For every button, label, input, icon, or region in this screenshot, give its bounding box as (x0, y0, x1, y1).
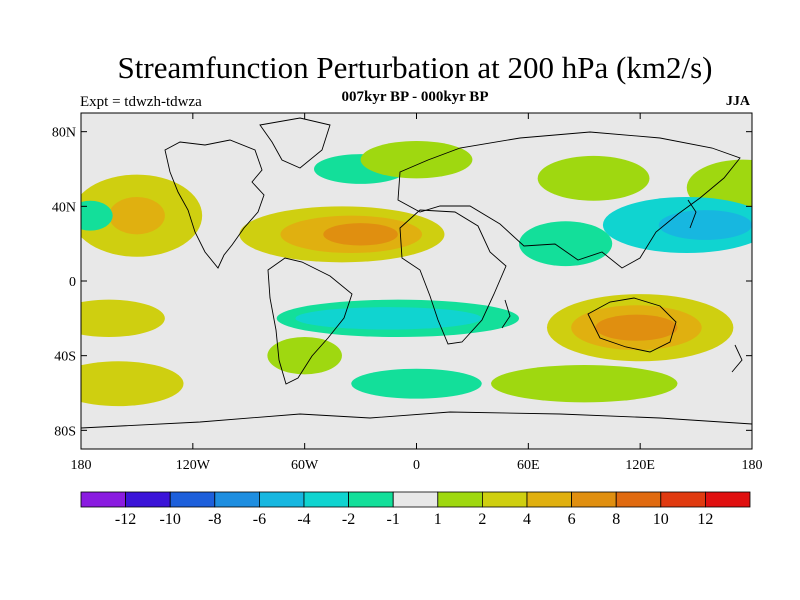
x-axis: 180 120W 60W 0 60E 120E 180 (71, 113, 763, 473)
x-tick-label: 120E (625, 458, 655, 473)
colorbar-label: 2 (478, 511, 486, 528)
colorbar-label: 10 (653, 511, 669, 528)
field-blob (658, 210, 752, 240)
colorbar-label: -1 (387, 511, 400, 528)
field-blob (81, 200, 113, 231)
coast-new-zealand (731, 344, 743, 373)
colorbar-swatch (481, 491, 528, 508)
field-blob (267, 337, 342, 375)
chart-title: Streamfunction Perturbation at 200 hPa (… (117, 50, 713, 85)
coast-eurasia (397, 131, 741, 269)
colorbar-label: -8 (208, 511, 221, 528)
colorbar-swatch (392, 491, 439, 508)
y-tick-label: 80S (54, 424, 76, 439)
field-blob (81, 299, 165, 337)
y-axis: 80N 40N 0 40S 80S (52, 126, 752, 439)
field-blob (360, 141, 473, 179)
y-tick-label: 80N (52, 126, 76, 141)
colorbar-swatch (615, 491, 662, 508)
field-blob (81, 361, 184, 407)
field-blob (108, 197, 165, 235)
coast-japan (687, 199, 697, 229)
colorbar-label: -10 (160, 511, 181, 528)
colorbar: -12 -10 -8 -6 -4 -2 -1 1 2 4 6 8 10 12 (80, 491, 751, 528)
field-blob (323, 223, 398, 246)
colorbar-swatch (80, 491, 126, 508)
coast-australia (587, 297, 677, 353)
colorbar-swatch (526, 491, 572, 508)
field-blob (595, 314, 678, 341)
streamfunction-field (81, 141, 752, 407)
x-tick-label: 0 (413, 458, 420, 473)
field-blob (519, 221, 613, 267)
colorbar-swatch (705, 491, 751, 508)
colorbar-label: 1 (434, 511, 442, 528)
coast-africa (399, 209, 507, 345)
y-tick-label: 0 (69, 275, 76, 290)
colorbar-swatch (571, 491, 617, 508)
x-tick-label: 120W (176, 458, 211, 473)
field-blob (537, 155, 650, 201)
x-tick-label: 180 (71, 458, 92, 473)
x-tick-label: 60E (517, 458, 540, 473)
colorbar-swatch (258, 491, 305, 508)
field-blob (295, 307, 482, 330)
colorbar-swatch (169, 491, 216, 508)
colorbar-label: 8 (612, 511, 620, 528)
y-tick-label: 40N (52, 200, 76, 215)
chart-subtitle: 007kyr BP - 000kyr BP (341, 89, 489, 105)
colorbar-label: 4 (523, 511, 531, 528)
field-blob (491, 365, 678, 403)
colorbar-label: -2 (342, 511, 355, 528)
colorbar-swatch (437, 491, 483, 508)
coast-south-america (267, 257, 353, 385)
coast-madagascar (501, 299, 511, 329)
colorbar-swatch (214, 491, 260, 508)
experiment-label: Expt = tdwzh-tdwza (80, 94, 202, 110)
coastlines (81, 117, 752, 429)
colorbar-label: 6 (568, 511, 576, 528)
y-tick-label: 40S (54, 350, 76, 365)
colorbar-label: -4 (297, 511, 310, 528)
coast-antarctica (81, 411, 752, 429)
colorbar-swatch (348, 491, 394, 508)
colorbar-label: 12 (697, 511, 713, 528)
x-tick-label: 60W (291, 458, 319, 473)
colorbar-swatch (303, 491, 349, 508)
colorbar-swatch (660, 491, 706, 508)
colorbar-label: -6 (253, 511, 266, 528)
coast-north-america (164, 139, 265, 269)
coast-greenland (259, 117, 331, 169)
season-label: JJA (725, 94, 750, 109)
x-tick-label: 180 (742, 458, 763, 473)
field-blob (351, 368, 482, 399)
colorbar-label: -12 (115, 511, 136, 528)
colorbar-swatch (125, 491, 171, 508)
